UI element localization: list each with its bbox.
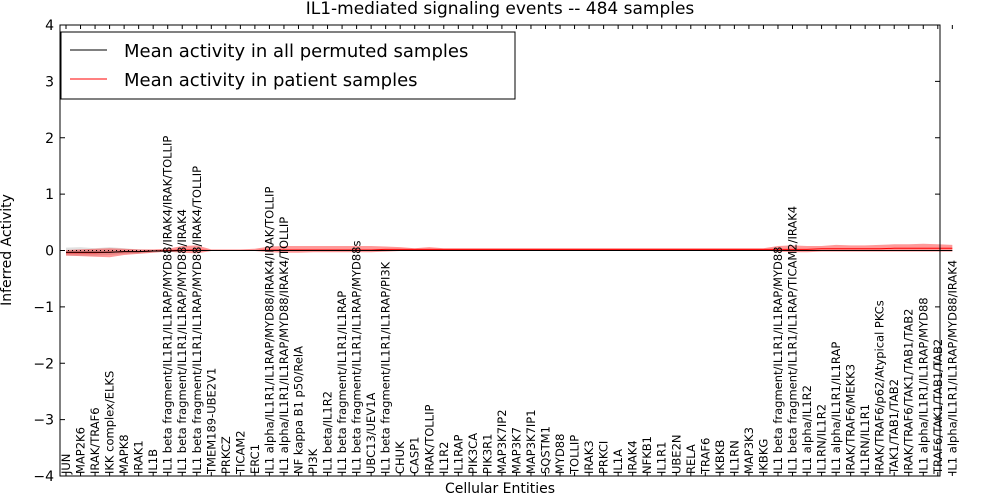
x-tick-label: IRAK1 bbox=[132, 440, 146, 474]
x-tick-label: IL1 beta/IL1R2 bbox=[321, 391, 335, 474]
x-tick-label: CASP1 bbox=[408, 437, 422, 474]
x-tick-label: IL1 beta fragment/IL1R1/IL1RAP/MYD88s bbox=[350, 241, 364, 474]
x-tick-label: MAP3K7IP1 bbox=[524, 409, 538, 474]
x-tick-label: IL1RN/IL1R1 bbox=[858, 404, 872, 474]
legend: Mean activity in all permuted samples Me… bbox=[60, 31, 516, 100]
x-tick-label: IL1 alpha/IL1R1/IL1RAP/MYD88 bbox=[916, 297, 930, 474]
chart-title: IL1-mediated signaling events -- 484 sam… bbox=[306, 0, 695, 19]
x-tick-label: PIK3R1 bbox=[480, 434, 494, 475]
x-tick-label: CHUK bbox=[393, 441, 407, 474]
x-tick-label: TICAM2 bbox=[233, 430, 247, 475]
x-tick-label: PRKCI bbox=[597, 441, 611, 474]
legend-label-permuted: Mean activity in all permuted samples bbox=[124, 41, 468, 62]
x-tick-label: IL1 beta fragment/IL1R1/IL1RAP bbox=[335, 291, 349, 474]
y-tick-label: 0 bbox=[45, 244, 54, 260]
y-tick-label: 2 bbox=[45, 131, 54, 147]
x-tick-label: MAP3K7 bbox=[509, 427, 523, 474]
x-tick-label: IL1RN bbox=[727, 440, 741, 474]
x-tick-label: MYD88 bbox=[553, 434, 567, 474]
y-tick-label: 3 bbox=[45, 74, 54, 90]
x-tick-label: TMEM189-UBE2V1 bbox=[204, 368, 218, 475]
x-tick-label: IL1 beta fragment/IL1R1/IL1RAP/MYD88/IRA… bbox=[190, 166, 204, 474]
x-tick-label: IRAK/TOLLIP bbox=[422, 405, 436, 474]
x-tick-label: SQSTM1 bbox=[538, 426, 552, 474]
x-tick-label: PRKCZ bbox=[219, 436, 233, 474]
x-tick-label: ERC1 bbox=[248, 444, 262, 474]
x-tick-label: IRAK4 bbox=[626, 440, 640, 474]
x-tick-label: IKK complex/ELKS bbox=[103, 371, 117, 474]
x-tick-label: IL1 beta fragment/IL1R1/IL1RAP/MYD88 bbox=[771, 247, 785, 474]
y-axis-title: Inferred Activity bbox=[0, 194, 15, 306]
x-tick-label: IKBKG bbox=[756, 439, 770, 474]
y-axis: −4 −3 −2 −1 0 1 2 3 4 bbox=[33, 18, 940, 485]
x-tick-label: PIK3CA bbox=[466, 433, 480, 474]
x-tick-label: IKBKB bbox=[713, 440, 727, 474]
x-tick-label: JUN bbox=[59, 454, 73, 475]
x-tick-label: IRAK/TRAF6 bbox=[88, 407, 102, 474]
x-tick-label: TAK1/TAB1/TAB2 bbox=[887, 379, 901, 475]
x-axis: JUN MAP2K6 IRAK/TRAF6 IKK complex/ELKS MAPK8… bbox=[59, 25, 959, 476]
x-tick-label: IL1 alpha/IL1R1/IL1RAP/MYD88/IRAK4 bbox=[945, 260, 959, 474]
x-tick-label: IL1 alpha/IL1R1/IL1RAP/MYD88/IRAK4/IRAK/… bbox=[262, 187, 276, 474]
x-tick-label: IL1R1 bbox=[655, 442, 669, 474]
x-tick-label: TRAF6 bbox=[698, 438, 712, 475]
x-tick-label: NF kappa B1 p50/RelA bbox=[291, 346, 305, 474]
x-tick-label: IRAK/TRAF6/p62/Atypical PKCs bbox=[873, 300, 887, 474]
x-tick-label: IL1 beta fragment/IL1R1/IL1RAP/MYD88/IRA… bbox=[175, 209, 189, 474]
y-tick-label: 4 bbox=[45, 18, 54, 34]
x-tick-label: UBE2N bbox=[669, 435, 683, 475]
legend-box bbox=[60, 31, 516, 100]
y-tick-label: −4 bbox=[33, 469, 54, 485]
x-tick-label: IRAK/TRAF6/MEKK3 bbox=[844, 364, 858, 474]
x-tick-label: MAP3K3 bbox=[742, 427, 756, 474]
x-tick-label: TRAF6/TAK1/TAB1/TAB2 bbox=[931, 339, 945, 475]
x-tick-label: IRAK/TRAF6/TAK1/TAB1/TAB2 bbox=[902, 309, 916, 474]
line-permuted bbox=[66, 250, 953, 253]
x-tick-label: IL1B bbox=[146, 449, 160, 474]
x-tick-label: RELA bbox=[684, 444, 698, 474]
x-tick-label: UBC13/UEV1A bbox=[364, 392, 378, 474]
x-tick-label: IL1RN/IL1R2 bbox=[815, 404, 829, 474]
x-tick-label: IL1 beta fragment/IL1R1/IL1RAP/MYD88/IRA… bbox=[161, 136, 175, 474]
x-tick-label: IL1 beta fragment/IL1R1/IL1RAP/PI3K bbox=[379, 261, 393, 474]
y-tick-label: −3 bbox=[33, 413, 54, 429]
x-tick-label: PI3K bbox=[306, 448, 320, 474]
x-tick-label: MAPK8 bbox=[117, 434, 131, 474]
x-tick-label: IL1 alpha/IL1R2 bbox=[800, 385, 814, 474]
x-tick-label: IL1A bbox=[611, 449, 625, 474]
x-tick-label: IL1RAP bbox=[451, 434, 465, 474]
y-tick-label: −1 bbox=[33, 300, 54, 316]
y-tick-label: −2 bbox=[33, 356, 54, 372]
y-tick-label: 1 bbox=[45, 187, 54, 203]
legend-label-patient: Mean activity in patient samples bbox=[124, 70, 418, 91]
x-tick-label: MAP3K7IP2 bbox=[495, 409, 509, 474]
x-tick-label: IL1R2 bbox=[437, 442, 451, 474]
x-tick-label: TOLLIP bbox=[568, 435, 582, 475]
x-tick-label: IL1 alpha/IL1R1/IL1RAP/MYD88/IRAK4/TOLLI… bbox=[277, 217, 291, 474]
x-tick-label: IRAK3 bbox=[582, 440, 596, 474]
x-tick-label: IL1 alpha/IL1R1/IL1RAP bbox=[829, 342, 843, 474]
x-tick-label: IL1 beta fragment/IL1R1/IL1RAP/TICAM2/IR… bbox=[786, 206, 800, 474]
x-tick-label: MAP2K6 bbox=[74, 427, 88, 474]
x-axis-title: Cellular Entities bbox=[445, 481, 555, 497]
x-tick-label: NFKB1 bbox=[640, 436, 654, 474]
series-lines bbox=[66, 247, 953, 254]
